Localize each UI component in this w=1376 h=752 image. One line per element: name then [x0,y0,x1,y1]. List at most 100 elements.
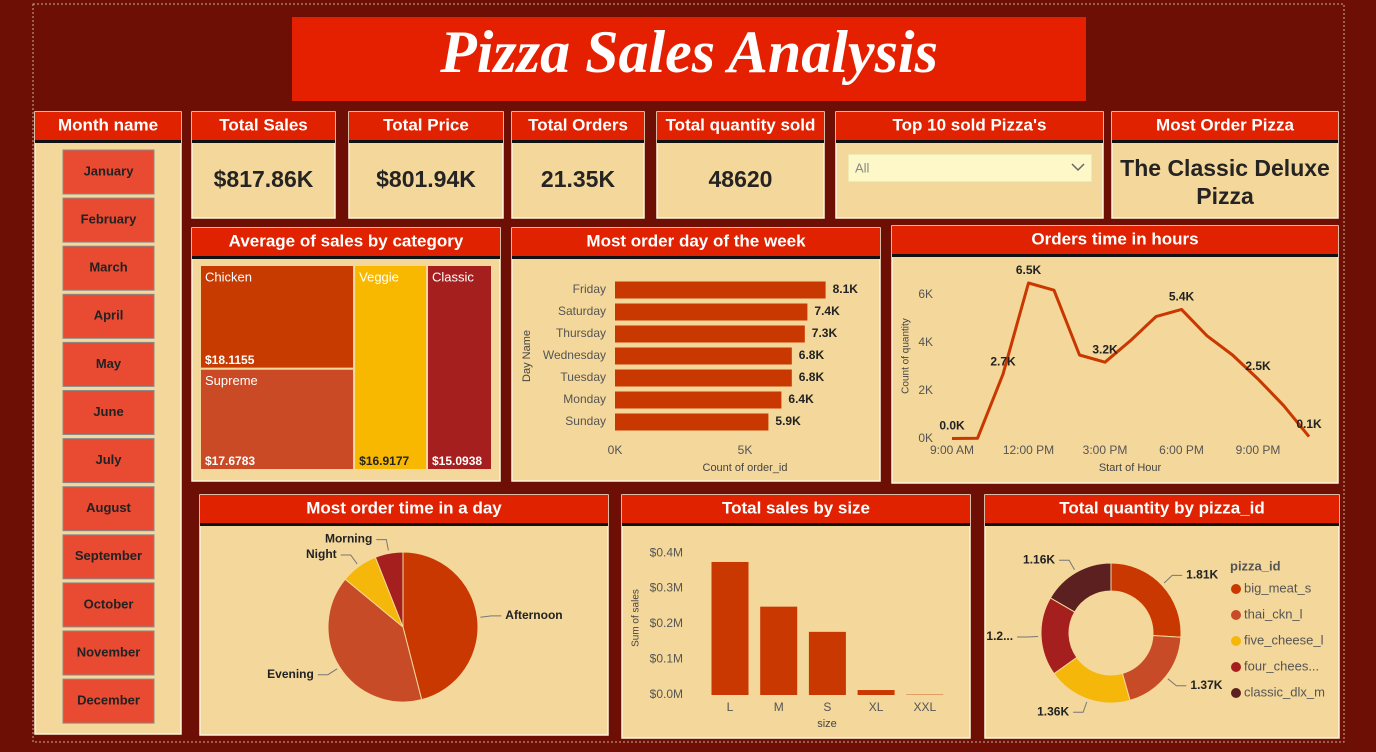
legend-label: classic_dlx_m [1244,684,1325,699]
bar [808,631,846,695]
legend-label: four_chees... [1244,658,1319,673]
month-label[interactable]: November [77,644,141,659]
legend-label: thai_ckn_l [1244,606,1303,621]
x-tick-label: L [727,700,734,714]
x-tick-label: 3:00 PM [1083,443,1128,457]
month-label[interactable]: October [84,596,134,611]
tile-value: $17.6783 [205,454,255,468]
header-rule [836,140,1103,143]
y-tick-label: $0.2M [650,616,683,630]
panel-title: Total sales by size [722,498,870,517]
panel-title: Total Price [383,115,469,134]
header-rule [1112,140,1338,143]
month-button[interactable] [62,438,155,484]
month-label[interactable]: May [96,356,122,371]
data-label: 7.3K [812,326,838,340]
dropdown-value[interactable]: All [855,160,870,175]
dropdown-chevron[interactable] [1071,163,1085,172]
leader-line [1059,559,1075,571]
data-label: 6.8K [799,370,825,384]
kpi-value: $817.86K [214,166,314,192]
month-label[interactable]: January [84,163,135,178]
month-button[interactable] [62,341,155,387]
most-order-value: The Classic Deluxe Pizza [1120,155,1330,209]
month-button[interactable] [62,293,155,339]
data-label: Night [306,547,337,561]
pie-slice [374,551,404,628]
bar [615,325,805,343]
month-label[interactable]: September [75,548,142,563]
month-label[interactable]: March [89,260,127,275]
y-tick-label: 2K [918,383,933,397]
month-label[interactable]: August [86,500,131,515]
legend-swatch [1231,688,1241,698]
panel-title: Average of sales by category [229,231,464,250]
header-rule [512,140,644,143]
month-button[interactable] [62,678,155,724]
panel-header [192,112,335,140]
panel-title: Total Sales [219,115,308,134]
month-button[interactable] [62,486,155,532]
leader-line [1163,574,1183,584]
data-label: 1.36K [1037,704,1069,718]
panel-title: Total Orders [528,115,628,134]
panel-header [985,495,1339,523]
data-label: Afternoon [505,608,562,622]
header-rule [892,254,1338,257]
data-label: 1.2... [986,629,1013,643]
month-button[interactable] [62,197,155,243]
bar [615,303,808,321]
dropdown[interactable] [847,153,1093,183]
x-tick-label: S [823,700,831,714]
x-axis-title: Start of Hour [1099,462,1162,474]
data-label: 2.7K [990,354,1016,368]
month-button[interactable] [62,390,155,435]
data-label: 2.5K [1245,359,1271,373]
treemap-tile [425,264,493,471]
panel-title: Most order day of the week [586,231,806,250]
x-tick-label: XL [869,700,884,714]
month-label[interactable]: April [94,308,124,323]
data-label: Morning [325,532,372,546]
dashboard-title: Pizza Sales Analysis [439,19,938,85]
header-rule [657,140,824,143]
month-button[interactable] [62,534,155,580]
bar [615,369,792,387]
month-button[interactable] [62,630,155,676]
month-label[interactable]: December [77,693,140,708]
x-tick-label: 6:00 PM [1159,443,1204,457]
bar [615,347,792,365]
leader-line [480,615,502,618]
leader-line [317,668,338,676]
header-rule [192,140,335,143]
month-label[interactable]: July [95,452,122,467]
legend-label: big_meat_s [1244,580,1312,595]
panel-header [512,112,644,140]
frame [32,3,1345,743]
panel-title: Total quantity by pizza_id [1059,498,1265,517]
panel-header [657,112,824,140]
month-button[interactable] [62,149,155,195]
month-button[interactable] [62,582,155,628]
y-tick-label: $0.1M [650,652,683,666]
tile-value: $15.0938 [432,454,482,468]
kpi-value: $801.94K [376,166,476,192]
panel-header [1112,112,1338,140]
title-banner [292,17,1086,101]
header-rule [512,256,880,259]
month-button[interactable] [62,245,155,291]
x-axis-title: size [817,718,837,730]
month-label[interactable]: June [93,404,123,419]
bar [615,413,769,431]
y-tick-label: $0.0M [650,687,683,701]
month-label[interactable]: February [81,212,137,227]
x-tick-label: 12:00 PM [1003,443,1054,457]
legend-swatch [1231,636,1241,646]
most-order-box: The Classic Deluxe Pizza [1120,155,1330,209]
header-rule [192,256,500,259]
header-rule [622,523,970,526]
data-label: 7.4K [814,304,840,318]
y-axis-title: Sum of sales [631,589,642,647]
leader-line [340,554,358,565]
